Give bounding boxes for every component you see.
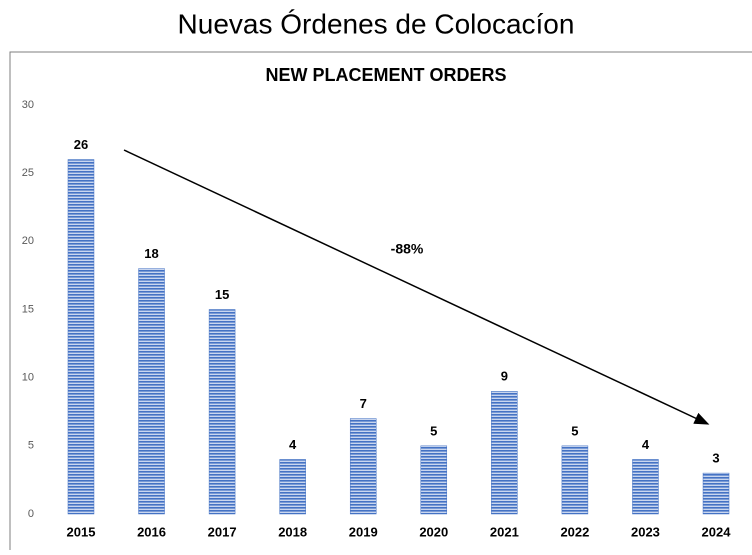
y-tick-label: 20 <box>22 235 34 247</box>
x-tick-label: 2024 <box>702 524 732 539</box>
bar <box>279 459 306 515</box>
chart-border <box>9 51 752 551</box>
x-tick-label: 2018 <box>278 524 307 539</box>
bar <box>349 418 377 515</box>
data-label: 15 <box>215 287 229 302</box>
data-label: 3 <box>712 451 719 466</box>
bar <box>561 445 589 515</box>
bar <box>491 391 518 515</box>
bar <box>632 459 659 515</box>
y-tick-label: 5 <box>28 440 34 452</box>
x-tick-label: 2021 <box>490 524 519 539</box>
x-tick-label: 2019 <box>349 524 378 539</box>
x-tick-label: 2015 <box>67 524 96 539</box>
y-tick-label: 15 <box>22 303 34 315</box>
chart-title: NEW PLACEMENT ORDERS <box>265 65 506 85</box>
y-tick-label: 10 <box>22 372 34 384</box>
data-label: 5 <box>430 423 437 438</box>
y-tick-label: 0 <box>28 508 34 520</box>
x-tick-label: 2022 <box>560 524 589 539</box>
bar <box>208 309 236 515</box>
data-label: 26 <box>74 137 88 152</box>
data-label: 18 <box>144 246 158 261</box>
data-label: 4 <box>289 437 297 452</box>
x-tick-label: 2023 <box>631 524 660 539</box>
trend-arrow <box>123 149 710 425</box>
bar <box>67 159 95 515</box>
x-tick-label: 2020 <box>419 524 448 539</box>
annotation: -88% <box>391 241 424 257</box>
data-label: 9 <box>501 369 508 384</box>
bar <box>702 472 730 515</box>
x-tick-label: 2017 <box>208 524 237 539</box>
data-label: 7 <box>360 396 367 411</box>
bar <box>420 445 448 515</box>
data-label: 4 <box>642 437 650 452</box>
y-tick-label: 30 <box>22 99 34 111</box>
y-tick-label: 25 <box>22 167 34 179</box>
bar <box>138 268 165 515</box>
x-tick-label: 2016 <box>137 524 166 539</box>
data-label: 5 <box>571 423 578 438</box>
page-title: Nuevas Órdenes de Colocacíon <box>178 8 575 39</box>
